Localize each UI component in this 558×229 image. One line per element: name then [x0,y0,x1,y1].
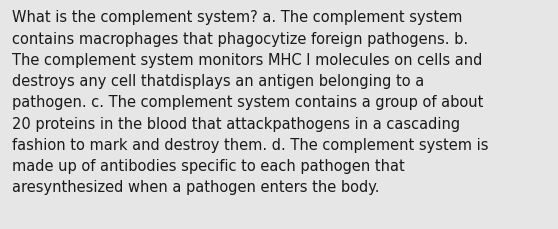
Text: What is the complement system? a. The complement system
contains macrophages tha: What is the complement system? a. The co… [12,10,489,194]
